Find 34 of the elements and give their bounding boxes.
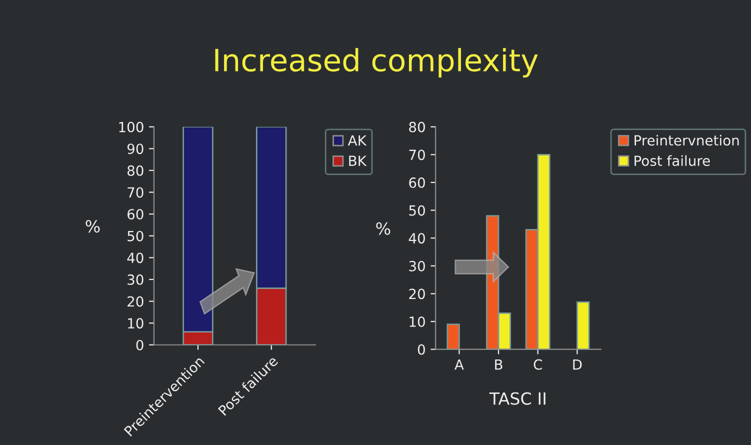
y-tick-label: 40	[408, 233, 425, 244]
y-tick-label: 30	[409, 260, 425, 272]
y-tick-label: 40	[127, 252, 144, 264]
y-tick-label: 70	[128, 187, 144, 198]
x-tick-label: B	[495, 359, 502, 370]
y-tick-label: 30	[128, 274, 144, 285]
y-tick-label: 0	[418, 344, 425, 355]
y-tick-label: 70	[409, 150, 425, 160]
x-axis-title: TASC II	[489, 392, 546, 405]
y-tick-label: 90	[127, 144, 144, 154]
legend-label: BK	[349, 156, 367, 166]
bar	[576, 301, 590, 350]
y-tick-label: 20	[128, 296, 144, 307]
y-tick-label: 50	[409, 205, 425, 216]
y-axis-title: %	[376, 222, 390, 235]
y-tick-label: 0	[136, 340, 144, 350]
y-tick-label: 50	[128, 230, 144, 242]
y-tick-label: 20	[409, 288, 425, 300]
y-tick-label: 100	[119, 122, 144, 132]
y-tick-label: 60	[128, 209, 144, 220]
legend-label: Post failure	[634, 155, 710, 166]
y-axis-title: %	[86, 220, 100, 233]
legend-label: AK	[348, 135, 367, 146]
x-tick-label: A	[454, 359, 464, 370]
text: Increased complexity	[215, 48, 538, 78]
bar	[446, 324, 460, 350]
y-tick-label: 10	[410, 316, 425, 327]
y-tick-label: 60	[409, 177, 425, 188]
legend-label: Preintervnetion	[634, 134, 739, 146]
y-tick-label: 80	[128, 165, 144, 176]
y-tick-label: 10	[128, 318, 144, 329]
x-tick-label: D	[573, 359, 582, 370]
x-tick-label: C	[534, 359, 542, 370]
y-tick-label: 80	[409, 122, 425, 132]
